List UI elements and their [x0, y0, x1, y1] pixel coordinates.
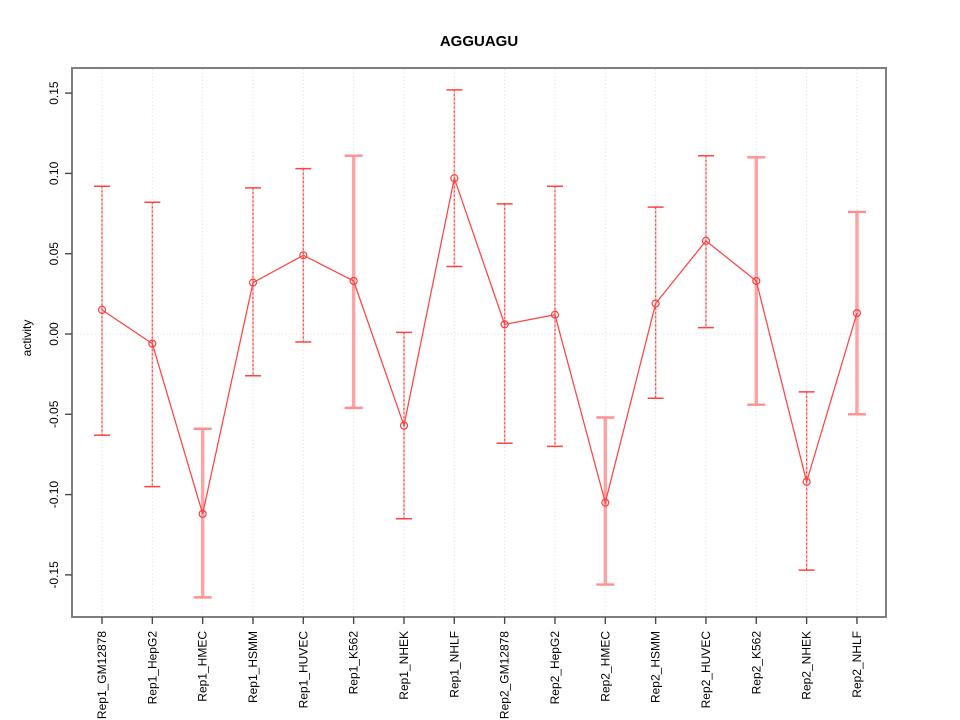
x-tick-label: Rep2_HMEC [598, 631, 612, 702]
y-tick-label: -0.15 [47, 561, 61, 589]
data-point [701, 236, 711, 245]
y-tick-label: -0.10 [47, 481, 61, 509]
chart-title: AGGUAGU [440, 33, 518, 50]
x-tick-label: Rep2_NHLF [850, 631, 864, 698]
x-tick-label: Rep2_HepG2 [548, 631, 562, 705]
data-point [601, 498, 610, 507]
x-tick-label: Rep1_HSMM [246, 631, 260, 703]
data-point [299, 251, 308, 260]
plot-box-border [71, 67, 887, 618]
data-point [349, 276, 358, 286]
data-point [651, 299, 660, 308]
data-point [450, 174, 459, 183]
x-tick-label: Rep2_HUVEC [699, 631, 713, 709]
x-tick-label: Rep1_HUVEC [296, 631, 310, 709]
x-tick-label: Rep1_HMEC [196, 631, 210, 702]
x-tick-label: Rep1_NHLF [447, 631, 461, 698]
data-point [550, 310, 560, 319]
data-point [148, 339, 157, 348]
x-tick-label: Rep2_NHEK [800, 631, 814, 700]
y-tick-label: -0.05 [47, 400, 61, 428]
x-tick-label: Rep1_NHEK [397, 631, 411, 700]
y-tick-label: 0.15 [47, 81, 61, 105]
data-point [802, 477, 811, 486]
data-point [97, 305, 107, 315]
chart-content: 0.15 0.10 0.05 0.00 -0.05 -0.10 -0.15 Rep1_GM12… [47, 67, 887, 719]
data-point [500, 320, 509, 329]
y-axis-title: activity [20, 320, 34, 357]
data-point [399, 421, 409, 430]
data-point [198, 509, 207, 518]
x-tick-label: Rep2_GM12878 [498, 631, 512, 719]
y-tick-label: 0.05 [47, 242, 61, 266]
x-tick-label: Rep1_K562 [347, 631, 361, 695]
data-point [852, 309, 862, 318]
data-point [752, 276, 761, 286]
data-point [248, 278, 258, 287]
x-tick-label: Rep1_GM12878 [95, 631, 109, 719]
y-tick-label: 0.10 [47, 161, 61, 185]
x-tick-label: Rep2_HSMM [649, 631, 663, 703]
x-tick-label: Rep2_K562 [749, 631, 763, 695]
x-tick-label: Rep1_HepG2 [145, 631, 159, 705]
series-line [101, 175, 858, 515]
y-tick-label: 0.00 [47, 322, 61, 346]
